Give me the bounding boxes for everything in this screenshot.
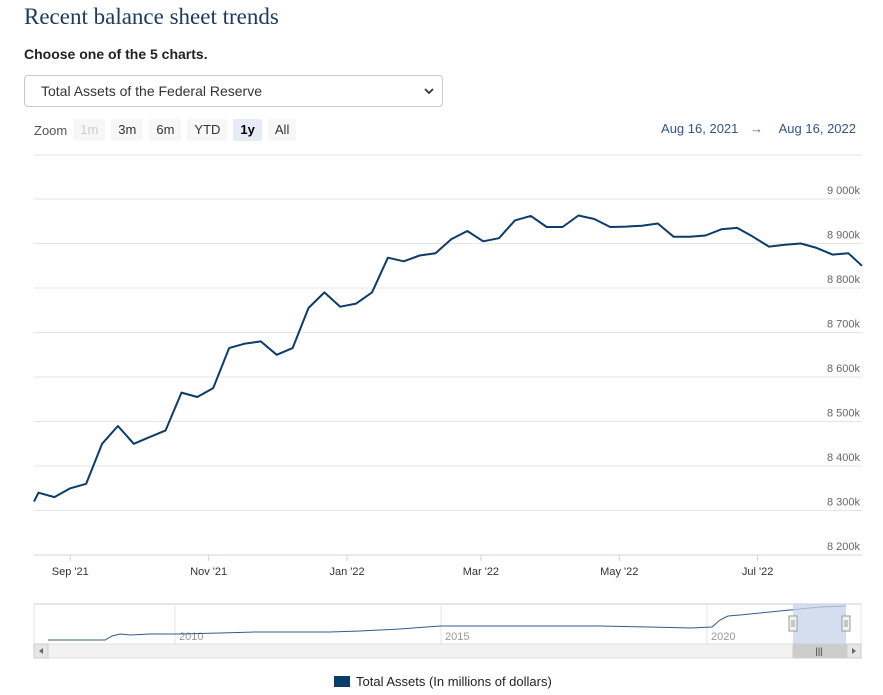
y-tick-label: 8 600k (827, 363, 861, 375)
chart-legend[interactable]: Total Assets (In millions of dollars) (334, 674, 552, 689)
x-tick-label: May '22 (600, 566, 638, 578)
data-points (34, 215, 862, 501)
zoom-button-6m[interactable]: 6m (149, 119, 182, 141)
navigator-handle-left[interactable] (788, 615, 798, 632)
x-tick-label: Nov '21 (190, 566, 227, 578)
chart-select-value: Total Assets of the Federal Reserve (41, 83, 262, 99)
legend-swatch (334, 676, 350, 687)
navigator-label-2015: 2015 (445, 631, 469, 643)
y-tick-label: 8 400k (827, 452, 861, 464)
zoom-controls: Zoom 1m 3m 6m YTD 1y All (34, 118, 302, 142)
chart-select[interactable]: Total Assets of the Federal Reserve (24, 75, 443, 107)
y-tick-label: 8 200k (827, 541, 861, 553)
scrollbar-track (33, 643, 862, 659)
chevron-down-icon (424, 88, 434, 95)
chart-gridlines (34, 154, 862, 511)
zoom-button-3m[interactable]: 3m (111, 119, 144, 141)
x-tick-label: Jul '22 (742, 566, 773, 578)
x-axis-ticks (69, 555, 759, 561)
total-assets-line (33, 214, 863, 503)
navigator-series-line (48, 605, 847, 641)
zoom-button-1m[interactable]: 1m (73, 119, 106, 141)
x-axis-labels: Sep '21 Nov '21 Jan '22 Mar '22 May '22 Jul '… (52, 566, 774, 578)
scroll-left-icon (39, 648, 43, 654)
navigator-selection (793, 604, 846, 644)
navigator-label-2020: 2020 (711, 631, 735, 643)
legend-label: Total Assets (In millions of dollars) (356, 674, 552, 689)
date-range-from[interactable]: Aug 16, 2021 (661, 121, 739, 136)
y-tick-label: 8 800k (827, 274, 861, 286)
navigator-background (33, 603, 862, 645)
y-tick-label: 8 900k (827, 230, 861, 242)
scrollbar-thumb[interactable] (792, 643, 847, 659)
x-tick-label: Jan '22 (329, 566, 364, 578)
navigator-scrollbar: ||| (33, 643, 862, 659)
date-range-arrow: → (750, 121, 764, 136)
y-axis-labels: 8 200k 8 300k 8 400k 8 500k 8 600k 8 700k 8 80… (827, 185, 861, 553)
chart-chooser-label: Choose one of the 5 charts. (24, 46, 208, 62)
y-tick-label: 8 300k (827, 497, 861, 509)
zoom-button-ytd[interactable]: YTD (187, 119, 228, 141)
y-tick-label: 8 700k (827, 319, 861, 331)
navigator-label-2010: 2010 (179, 631, 203, 643)
page-title: Recent balance sheet trends (24, 4, 279, 29)
scrollbar-thumb-grip: ||| (815, 646, 822, 656)
zoom-button-1y[interactable]: 1y (233, 119, 262, 141)
y-tick-label: 9 000k (827, 185, 861, 197)
y-tick-label: 8 500k (827, 408, 861, 420)
date-range: Aug 16, 2021 → Aug 16, 2022 (657, 121, 856, 136)
x-tick-label: Sep '21 (52, 566, 89, 578)
scroll-right-icon (852, 648, 856, 654)
navigator-handle-right[interactable] (841, 615, 851, 632)
x-tick-label: Mar '22 (463, 566, 499, 578)
zoom-button-all[interactable]: All (267, 119, 297, 141)
zoom-label: Zoom (34, 122, 68, 138)
navigator: 2010 2015 2020 (33, 603, 862, 645)
date-range-to[interactable]: Aug 16, 2022 (778, 121, 856, 136)
